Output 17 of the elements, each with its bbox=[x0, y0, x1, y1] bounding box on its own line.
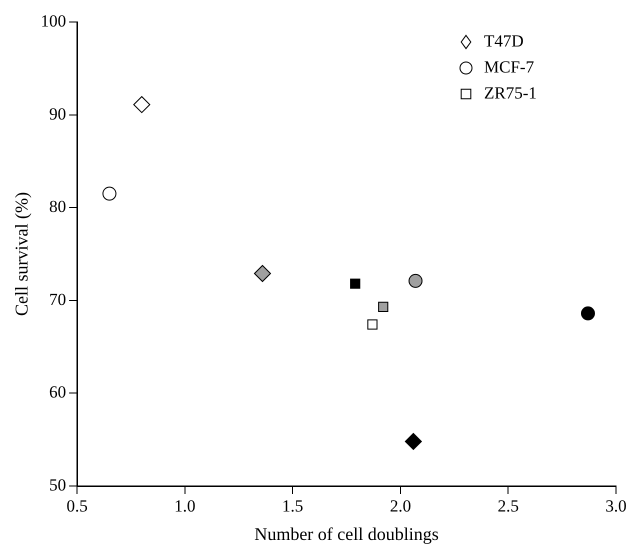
x-tick-label: 1.0 bbox=[174, 496, 196, 516]
y-tick-label: 50 bbox=[49, 475, 66, 494]
y-tick-label: 80 bbox=[49, 197, 66, 216]
y-axis-title: Cell survival (%) bbox=[12, 192, 32, 316]
legend-label: MCF-7 bbox=[484, 57, 535, 76]
x-tick-label: 2.5 bbox=[498, 496, 519, 516]
x-axis-title: Number of cell doublings bbox=[254, 524, 439, 544]
y-tick-label: 70 bbox=[49, 290, 66, 309]
y-tick-label: 60 bbox=[49, 382, 66, 402]
y-tick-label: 90 bbox=[49, 104, 66, 124]
legend-label: ZR75-1 bbox=[484, 83, 537, 102]
legend-label: T47D bbox=[484, 31, 524, 50]
x-tick-label: 1.5 bbox=[282, 496, 304, 516]
x-tick-label: 0.5 bbox=[66, 496, 88, 516]
x-tick-label: 2.0 bbox=[390, 496, 412, 516]
y-tick-label: 100 bbox=[40, 11, 66, 30]
x-tick-label: 3.0 bbox=[605, 496, 627, 516]
